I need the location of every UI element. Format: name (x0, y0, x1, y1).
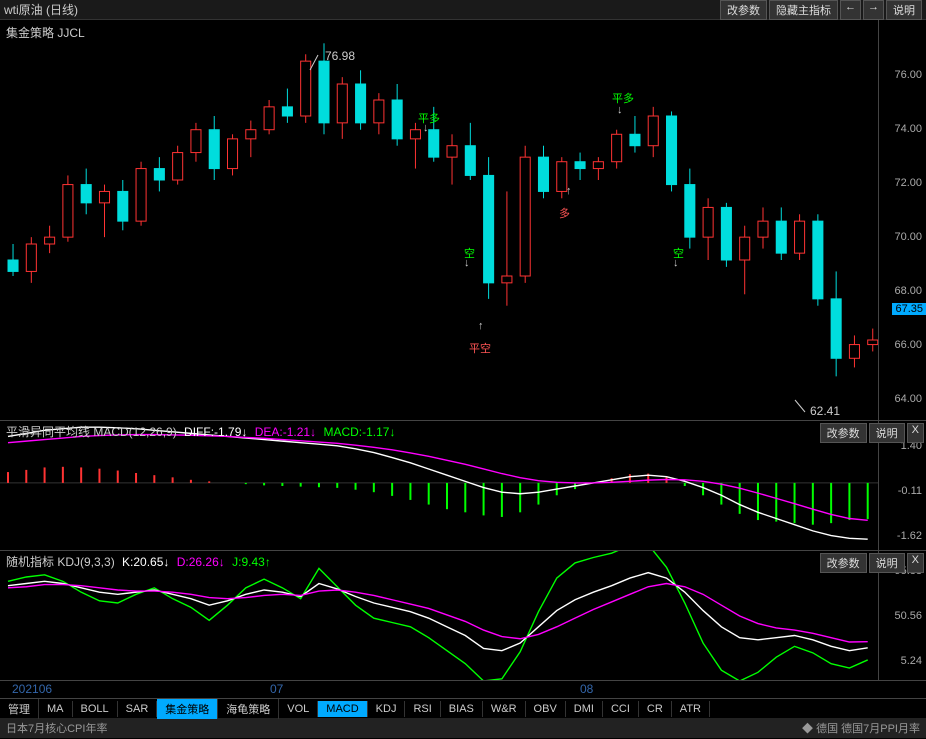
y-tick: 67.35 (892, 303, 926, 315)
tab-dmi[interactable]: DMI (566, 701, 603, 717)
macd-name: 平滑异同平均线 MACD(12,26,9) (6, 425, 177, 439)
y-tick: 68.00 (894, 285, 922, 297)
y-tick: 5.24 (901, 655, 922, 667)
tab-海龟策略[interactable]: 海龟策略 (218, 699, 279, 719)
kdj-help-button[interactable]: 说明 (869, 553, 905, 573)
macd-chart[interactable]: 平滑异同平均线 MACD(12,26,9) DIFF:-1.79↓ DEA:-1… (0, 420, 926, 550)
macd-params-button[interactable]: 改参数 (820, 423, 867, 443)
macd-help-button[interactable]: 说明 (869, 423, 905, 443)
y-tick: 72.00 (894, 177, 922, 189)
tab-w&r[interactable]: W&R (483, 701, 526, 717)
macd-header: 平滑异同平均线 MACD(12,26,9) DIFF:-1.79↓ DEA:-1… (6, 423, 399, 440)
tab-boll[interactable]: BOLL (73, 701, 118, 717)
params-button[interactable]: 改参数 (720, 0, 767, 20)
status-left: 日本7月核心CPI年率 (6, 720, 107, 736)
chart-title: wti原油 (日线) (4, 1, 78, 18)
y-tick: 64.00 (894, 393, 922, 405)
main-y-axis: 76.00 74.00 72.00 70.00 68.00 67.35 66.00 64.00 (878, 20, 926, 420)
status-bar: 日本7月核心CPI年率 ◆ 德国 德国7月PPI月率 (0, 718, 926, 738)
tab-bias[interactable]: BIAS (441, 701, 483, 717)
tab-vol[interactable]: VOL (279, 701, 318, 717)
kdj-close-button[interactable]: X (907, 553, 924, 573)
tab-集金策略[interactable]: 集金策略 (157, 699, 218, 719)
y-tick: -0.11 (898, 485, 922, 497)
kdj-params-button[interactable]: 改参数 (820, 553, 867, 573)
tab-atr[interactable]: ATR (672, 701, 710, 717)
main-candlestick-chart[interactable]: 集金策略 JJCL 76.9862.41平多↓空↓平空↑多↑平多↓空↓ 76.0… (0, 20, 926, 420)
hide-indicator-button[interactable]: 隐藏主指标 (769, 0, 838, 20)
tab-cr[interactable]: CR (639, 701, 672, 717)
tab-管理[interactable]: 管理 (0, 699, 39, 719)
kdj-j: J:9.43↑ (232, 555, 271, 569)
x-tick: 08 (580, 682, 593, 696)
tab-kdj[interactable]: KDJ (368, 701, 406, 717)
kdj-name: 随机指标 KDJ(9,3,3) (6, 555, 115, 569)
y-tick: 50.56 (894, 610, 922, 622)
svg-text:76.98: 76.98 (325, 49, 355, 63)
prev-button[interactable]: ← (840, 0, 861, 20)
macd-diff: DIFF:-1.79↓ (184, 425, 247, 439)
kdj-d: D:26.26↓ (177, 555, 225, 569)
x-axis: 202106 07 08 (0, 680, 926, 698)
y-tick: 76.00 (894, 69, 922, 81)
kdj-chart[interactable]: 随机指标 KDJ(9,3,3) K:20.65↓ D:26.26↓ J:9.43… (0, 550, 926, 680)
tab-ma[interactable]: MA (39, 701, 73, 717)
y-tick: 66.00 (894, 339, 922, 351)
tab-obv[interactable]: OBV (526, 701, 566, 717)
next-button[interactable]: → (863, 0, 884, 20)
y-tick: -1.62 (897, 530, 922, 542)
y-tick: 70.00 (894, 231, 922, 243)
top-bar: wti原油 (日线) 改参数 隐藏主指标 ← → 说明 (0, 0, 926, 20)
kdj-header: 随机指标 KDJ(9,3,3) K:20.65↓ D:26.26↓ J:9.43… (6, 553, 275, 570)
y-tick: 74.00 (894, 123, 922, 135)
tab-rsi[interactable]: RSI (405, 701, 440, 717)
tab-sar[interactable]: SAR (118, 701, 158, 717)
help-button[interactable]: 说明 (886, 0, 922, 20)
kdj-k: K:20.65↓ (122, 555, 169, 569)
tab-cci[interactable]: CCI (603, 701, 639, 717)
x-tick: 202106 (12, 682, 52, 696)
top-buttons: 改参数 隐藏主指标 ← → 说明 (720, 0, 922, 20)
tab-macd[interactable]: MACD (318, 701, 367, 717)
macd-close-button[interactable]: X (907, 423, 924, 443)
macd-dea: DEA:-1.21↓ (255, 425, 316, 439)
svg-text:62.41: 62.41 (810, 404, 840, 418)
x-tick: 07 (270, 682, 283, 696)
macd-macd: MACD:-1.17↓ (323, 425, 395, 439)
indicator-tabs: 管理MABOLLSAR集金策略海龟策略VOLMACDKDJRSIBIASW&RO… (0, 698, 926, 718)
status-right: ◆ 德国 德国7月PPI月率 (802, 720, 920, 736)
